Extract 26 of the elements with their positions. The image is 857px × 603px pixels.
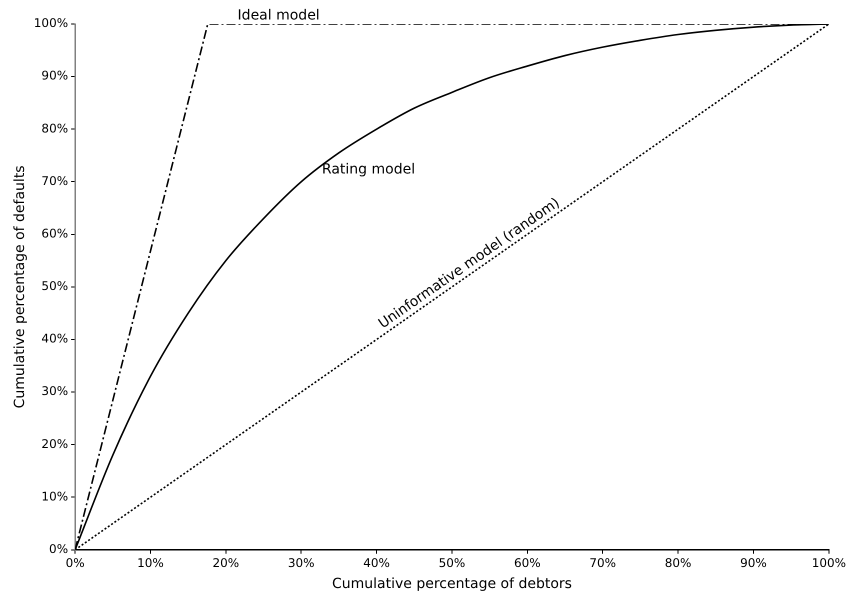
- y-tick-label: 20%: [41, 436, 68, 451]
- x-tick-label: 80%: [664, 556, 692, 570]
- y-tick-label: 50%: [41, 279, 68, 294]
- x-tick-label: 90%: [740, 556, 767, 570]
- x-axis-title: Cumulative percentage of debtors: [332, 576, 572, 592]
- x-tick-label: 100%: [812, 556, 846, 570]
- x-tick-label: 50%: [438, 556, 466, 570]
- y-tick-label: 0%: [49, 542, 68, 556]
- x-tick-label: 40%: [363, 556, 390, 570]
- y-tick-label: 10%: [41, 489, 68, 504]
- x-tick-label: 30%: [288, 556, 315, 570]
- y-tick-label: 90%: [41, 68, 68, 83]
- y-tick-label: 30%: [41, 384, 68, 398]
- y-tick-label: 70%: [41, 174, 68, 188]
- y-tick-label: 60%: [41, 226, 68, 240]
- x-tick-label: 70%: [589, 556, 616, 570]
- annotation: Rating model: [322, 161, 416, 178]
- x-tick-label: 20%: [212, 556, 240, 570]
- x-tick-label: 10%: [137, 556, 164, 570]
- y-tick-label: 40%: [41, 332, 68, 346]
- y-tick-label: 80%: [41, 121, 68, 136]
- y-axis-title: Cumulative percentage of defaults: [12, 165, 28, 408]
- x-tick-label: 60%: [514, 556, 541, 570]
- y-tick-label: 100%: [34, 16, 68, 30]
- x-tick-label: 0%: [66, 556, 85, 570]
- annotation: Ideal model: [238, 8, 320, 24]
